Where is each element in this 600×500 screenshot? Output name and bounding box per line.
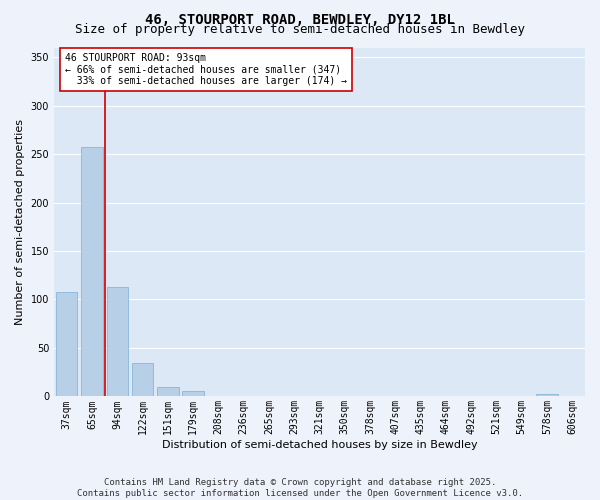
Bar: [536, 394, 558, 396]
Text: Size of property relative to semi-detached houses in Bewdley: Size of property relative to semi-detach…: [75, 22, 525, 36]
Bar: [182, 390, 204, 396]
Bar: [132, 364, 153, 396]
Text: 46, STOURPORT ROAD, BEWDLEY, DY12 1BL: 46, STOURPORT ROAD, BEWDLEY, DY12 1BL: [145, 12, 455, 26]
Bar: [157, 386, 179, 396]
Text: 46 STOURPORT ROAD: 93sqm
← 66% of semi-detached houses are smaller (347)
  33% o: 46 STOURPORT ROAD: 93sqm ← 66% of semi-d…: [65, 52, 347, 86]
Bar: [56, 292, 77, 397]
Text: Contains HM Land Registry data © Crown copyright and database right 2025.
Contai: Contains HM Land Registry data © Crown c…: [77, 478, 523, 498]
Y-axis label: Number of semi-detached properties: Number of semi-detached properties: [15, 119, 25, 325]
X-axis label: Distribution of semi-detached houses by size in Bewdley: Distribution of semi-detached houses by …: [162, 440, 478, 450]
Bar: [107, 287, 128, 397]
Bar: [81, 148, 103, 396]
